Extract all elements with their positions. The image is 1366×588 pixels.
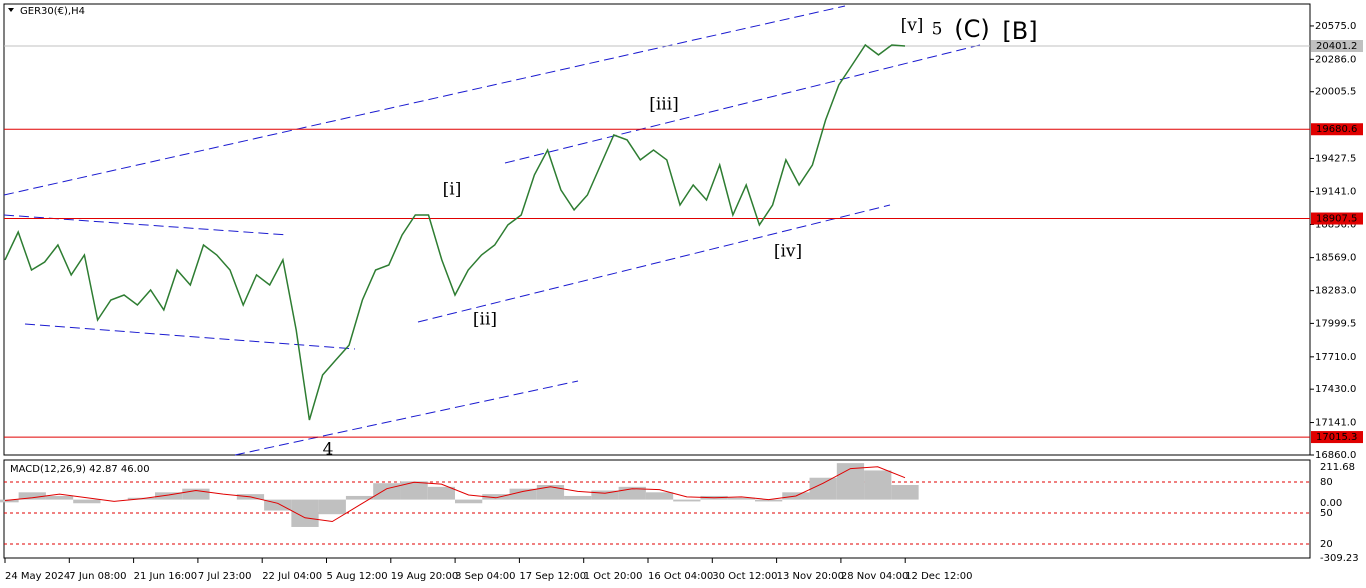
histogram-bar <box>727 497 755 500</box>
histogram-bar <box>400 481 428 500</box>
y-tick-label: 16860.0 <box>1315 450 1356 461</box>
histogram-bar <box>427 486 455 500</box>
level-label: 17015.3 <box>1316 432 1357 443</box>
y-tick-label: 18569.0 <box>1315 253 1356 264</box>
histogram-bar <box>891 485 919 500</box>
x-tick-label: 5 Aug 12:00 <box>327 571 388 582</box>
trend-line <box>417 204 891 323</box>
level-label-bg <box>1311 212 1363 225</box>
y-tick-label: 19141.0 <box>1315 187 1356 198</box>
y-tick-label: 20575.0 <box>1315 21 1356 32</box>
histogram-bar <box>809 477 837 500</box>
wave-label: [v] <box>901 16 924 36</box>
histogram-bar <box>264 499 292 511</box>
x-tick-label: 7 Jun 08:00 <box>69 571 126 582</box>
price-panel <box>3 3 1311 456</box>
trend-line <box>3 5 846 196</box>
level-label: 19680.6 <box>1316 124 1357 135</box>
signal-line <box>4 466 906 523</box>
histogram-bar <box>373 483 401 500</box>
histogram-bar <box>755 499 783 502</box>
x-tick-label: 24 May 2024 <box>5 571 70 582</box>
x-tick-label: 13 Nov 20:00 <box>777 571 844 582</box>
histogram-bar <box>73 499 101 504</box>
wave-label: (C) <box>954 15 989 43</box>
y-tick-label: 20005.5 <box>1315 87 1356 98</box>
macd-axis-label: -309.23 <box>1320 553 1359 564</box>
wave-label: [ii] <box>473 310 497 330</box>
level-label-bg <box>1311 123 1363 136</box>
histogram-bar <box>645 492 674 500</box>
histogram-bar <box>864 470 892 500</box>
x-tick-label: 3 Sep 04:00 <box>455 571 515 582</box>
trend-line <box>3 214 289 236</box>
y-tick-label: 18856.0 <box>1315 219 1356 230</box>
wave-label: [i] <box>443 180 462 200</box>
histogram-bar <box>536 485 565 500</box>
macd-title: MACD(12,26,9) 42.87 46.00 <box>10 464 150 475</box>
histogram-bar <box>45 495 74 500</box>
level-label-bg <box>1311 431 1363 444</box>
macd-axis-label: 211.68 <box>1320 462 1355 473</box>
trend-lines <box>3 5 981 456</box>
histogram-bar <box>0 499 19 503</box>
histogram-bar <box>509 488 537 500</box>
histogram-bar <box>482 494 510 500</box>
macd-axis-label: 20 <box>1320 539 1333 550</box>
trend-line <box>504 44 981 164</box>
macd-panel <box>3 459 1311 559</box>
y-tick-label: 18283.0 <box>1315 286 1356 297</box>
macd-axis-label: 0.00 <box>1320 498 1342 509</box>
histogram-bar <box>182 488 210 500</box>
x-tick-label: 17 Sep 12:00 <box>519 571 586 582</box>
histogram-bar <box>836 463 865 500</box>
histogram-bar <box>673 499 701 502</box>
histogram-bar <box>455 499 483 504</box>
trend-line <box>234 380 579 456</box>
wave-label: 4 <box>323 440 334 460</box>
menu-arrow <box>8 8 14 12</box>
price-line <box>4 43 906 421</box>
histogram-bar <box>155 492 183 500</box>
wave-label: [iv] <box>774 242 802 262</box>
x-tick-label: 30 Oct 12:00 <box>712 571 777 582</box>
wave-label: [iii] <box>649 95 679 115</box>
x-tick-label: 19 Aug 20:00 <box>391 571 458 582</box>
y-tick-label: 17430.0 <box>1315 384 1356 395</box>
histogram-bar <box>18 492 46 500</box>
macd-axis-label: 80 <box>1320 477 1333 488</box>
wave-label: [B] <box>1002 17 1037 45</box>
trend-line <box>24 323 356 350</box>
histogram-bar <box>564 495 592 500</box>
x-tick-label: 1 Oct 20:00 <box>584 571 643 582</box>
y-tick-label: 17999.5 <box>1315 318 1356 329</box>
x-tick-label: 12 Dec 12:00 <box>905 571 972 582</box>
histogram-bar <box>318 499 346 515</box>
wave-label: 5 <box>932 20 943 40</box>
x-tick-label: 16 Oct 04:00 <box>648 571 713 582</box>
x-tick-label: 7 Jul 23:00 <box>198 571 252 582</box>
y-tick-label: 19427.5 <box>1315 153 1356 164</box>
current-price-bg <box>1311 40 1363 53</box>
level-label: 18907.5 <box>1316 214 1357 225</box>
histogram-bar <box>591 490 619 500</box>
histogram-bar <box>345 495 374 500</box>
chart-title: GER30(€),H4 <box>20 6 85 17</box>
x-tick-label: 22 Jul 04:00 <box>262 571 322 582</box>
macd-levels <box>4 481 1310 545</box>
macd-axis-label: 50 <box>1320 508 1333 519</box>
y-tick-label: 17141.0 <box>1315 418 1356 429</box>
current-price-label: 20401.2 <box>1316 41 1357 52</box>
y-tick-label: 20286.0 <box>1315 54 1356 65</box>
x-tick-label: 21 Jun 16:00 <box>134 571 198 582</box>
x-tick-label: 28 Nov 04:00 <box>841 571 908 582</box>
y-tick-label: 17710.0 <box>1315 352 1356 363</box>
